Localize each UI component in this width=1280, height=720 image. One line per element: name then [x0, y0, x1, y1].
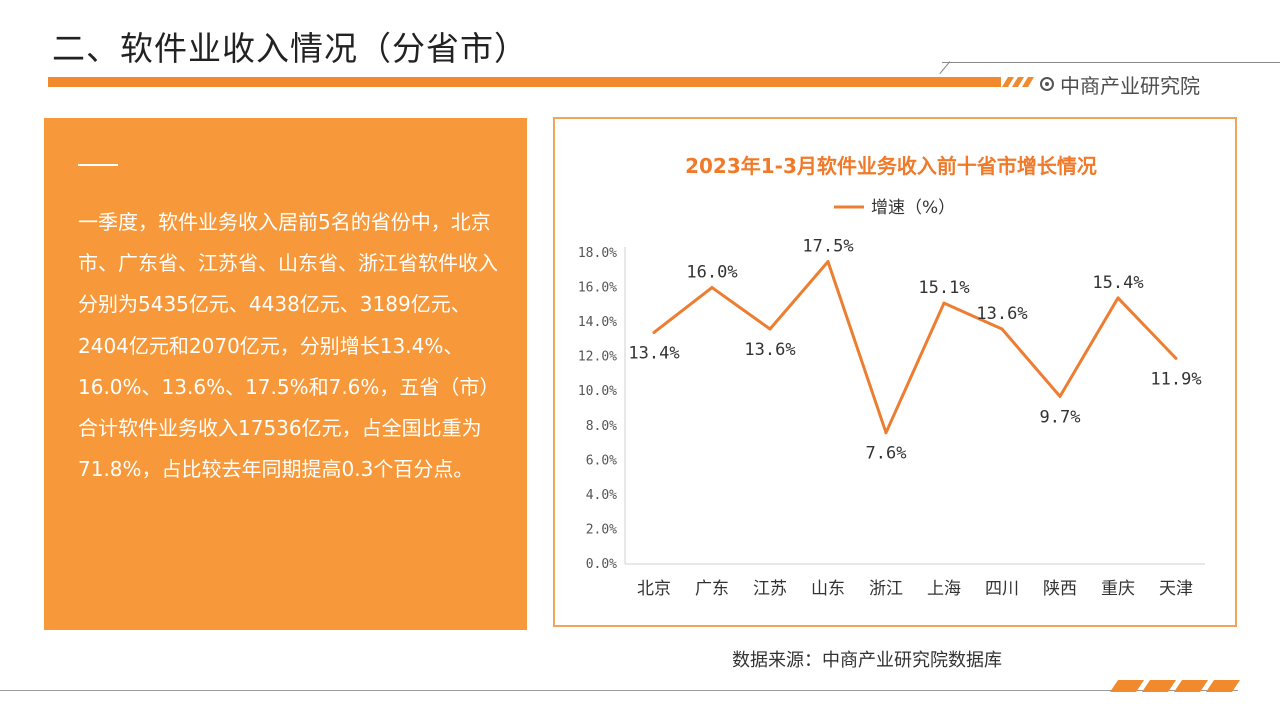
data-label: 11.9%: [1150, 369, 1201, 389]
data-point: [826, 260, 830, 264]
data-label: 16.0%: [686, 263, 737, 283]
x-tick-label: 四川: [985, 579, 1019, 599]
panel-dash: [78, 164, 118, 166]
y-tick-label: 10.0%: [578, 384, 617, 399]
data-label: 7.6%: [866, 444, 907, 464]
brand-name: 中商产业研究院: [1060, 73, 1200, 98]
x-tick-label: 陕西: [1043, 579, 1077, 599]
summary-text: 一季度，软件业务收入居前5名的省份中，北京市、广东省、江苏省、山东省、浙江省软件…: [78, 210, 500, 482]
data-point: [884, 431, 888, 435]
data-label: 13.4%: [628, 343, 679, 363]
data-label: 9.7%: [1040, 407, 1081, 427]
data-point: [1174, 356, 1178, 360]
legend-label: 增速（%）: [871, 198, 955, 218]
y-tick-label: 8.0%: [586, 419, 617, 434]
y-tick-label: 4.0%: [586, 488, 617, 503]
brand-logo: 中商产业研究院: [1040, 70, 1200, 98]
y-tick-label: 6.0%: [586, 453, 617, 468]
y-tick-label: 2.0%: [586, 522, 617, 537]
x-tick-label: 上海: [927, 579, 961, 599]
x-tick-label: 广东: [695, 579, 729, 599]
x-tick-label: 山东: [811, 579, 845, 599]
data-label: 17.5%: [802, 237, 853, 257]
data-point: [1116, 296, 1120, 300]
y-tick-label: 16.0%: [578, 281, 617, 296]
y-tick-label: 14.0%: [578, 315, 617, 330]
data-point: [1058, 394, 1062, 398]
y-tick-label: 0.0%: [586, 557, 617, 572]
data-label: 13.6%: [744, 340, 795, 360]
data-source: 数据来源：中商产业研究院数据库: [732, 650, 1002, 671]
x-tick-label: 浙江: [869, 579, 903, 599]
brand-icon: [1040, 77, 1054, 91]
data-label: 15.1%: [918, 278, 969, 298]
header-stripes: [1002, 77, 1034, 87]
series-line: [653, 260, 1178, 435]
header-divider: [942, 62, 1280, 63]
chart-container: 2023年1-3月软件业务收入前十省市增长情况 增速（%） 0.0% 2.0% 4.…: [553, 117, 1237, 627]
data-point: [1000, 327, 1004, 331]
x-tick-label: 江苏: [753, 579, 787, 599]
data-point: [768, 327, 772, 331]
footer-divider: [0, 690, 1238, 691]
data-point: [710, 286, 714, 290]
x-tick-label: 北京: [637, 579, 671, 599]
chart-title: 2023年1-3月软件业务收入前十省市增长情况: [685, 154, 1097, 178]
x-tick-label: 重庆: [1101, 579, 1135, 599]
title-underline: [48, 77, 1001, 87]
header-divider-slant: [939, 61, 951, 75]
data-label: 13.6%: [976, 304, 1027, 324]
data-point: [652, 330, 656, 334]
page-title: 二、软件业收入情况（分省市）: [52, 29, 528, 68]
footer-stripes: [1110, 680, 1240, 692]
data-point: [942, 301, 946, 305]
y-tick-label: 12.0%: [578, 350, 617, 365]
data-label: 15.4%: [1092, 273, 1143, 293]
line-chart: 2023年1-3月软件业务收入前十省市增长情况 增速（%） 0.0% 2.0% 4.…: [578, 154, 1205, 599]
y-tick-label: 18.0%: [578, 246, 617, 261]
summary-panel: 一季度，软件业务收入居前5名的省份中，北京市、广东省、江苏省、山东省、浙江省软件…: [44, 118, 527, 630]
x-tick-label: 天津: [1159, 579, 1193, 599]
